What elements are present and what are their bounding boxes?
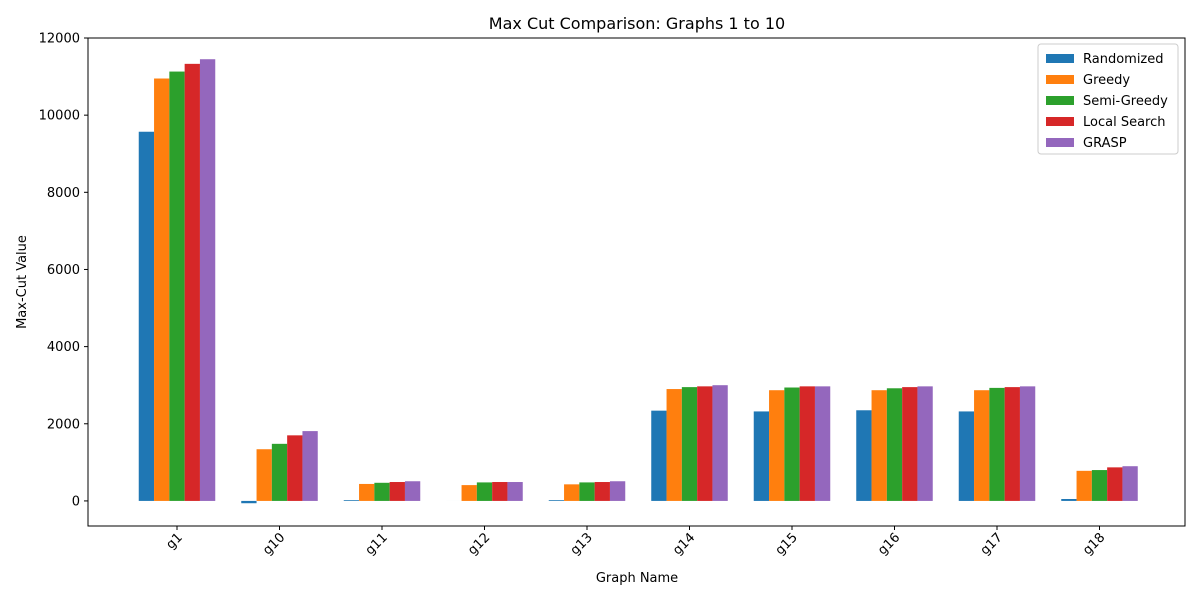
bar-semi-greedy-g14: [681, 387, 698, 501]
legend-swatch-grasp: [1046, 138, 1074, 147]
legend-swatch-randomized: [1046, 54, 1074, 63]
bar-greedy-g15: [769, 390, 785, 501]
legend-box: [1037, 43, 1179, 155]
bar-grasp-g11: [404, 481, 421, 501]
x-tick-label-g16: g16: [875, 530, 903, 558]
bar-grasp-g18: [1122, 466, 1138, 501]
bar-randomized-g17: [958, 411, 975, 501]
bar-semi-greedy-g18: [1091, 470, 1108, 501]
legend-label-semi-greedy: Semi-Greedy: [1083, 94, 1168, 109]
x-tick-label-g14: g14: [670, 530, 698, 558]
bar-greedy-g10: [256, 449, 272, 501]
x-tick-label-g11: g11: [363, 530, 391, 558]
legend-label-grasp: GRASP: [1083, 136, 1127, 151]
bar-semi-greedy-g10: [271, 443, 288, 501]
bar-semi-greedy-g17: [989, 387, 1005, 501]
bar-randomized-g13: [548, 500, 565, 501]
legend-label-greedy: Greedy: [1083, 73, 1130, 88]
bar-randomized-g10: [241, 500, 257, 504]
y-tick-label-2000: 2000: [47, 417, 80, 432]
bar-local-search-g11: [389, 482, 405, 501]
bar-randomized-g1: [138, 131, 155, 501]
y-tick-label-4000: 4000: [47, 340, 80, 355]
y-tick-label-10000: 10000: [39, 109, 80, 124]
y-tick-label-12000: 12000: [39, 32, 80, 47]
bar-grasp-g12: [507, 482, 523, 501]
plot-area: [87, 37, 1186, 527]
x-tick-label-g13: g13: [568, 530, 596, 558]
bar-semi-greedy-g15: [784, 387, 800, 501]
bar-local-search-g18: [1107, 467, 1123, 501]
bar-grasp-g13: [609, 481, 626, 501]
bar-local-search-g12: [492, 482, 508, 501]
plot-frame: [87, 37, 1186, 527]
bar-semi-greedy-g16: [886, 388, 903, 501]
bar-local-search-g1: [184, 63, 200, 501]
bar-local-search-g16: [902, 387, 918, 501]
bar-randomized-g15: [753, 411, 770, 501]
bar-greedy-g1: [154, 78, 170, 501]
legend: Randomized Greedy Semi-Greedy Local Search G…: [1037, 43, 1179, 155]
bar-semi-greedy-g12: [476, 482, 493, 501]
y-tick-label-6000: 6000: [47, 263, 80, 278]
bar-semi-greedy-g13: [579, 482, 595, 501]
y-tick-label-8000: 8000: [47, 186, 80, 201]
bar-semi-greedy-g1: [169, 71, 185, 501]
legend-swatch-greedy: [1046, 75, 1074, 84]
bar-greedy-g18: [1076, 470, 1092, 501]
x-tick-label-g12: g12: [465, 530, 493, 558]
x-tick-label-g1: g1: [164, 530, 186, 552]
bar-randomized-g14: [651, 410, 667, 501]
x-tick-label-g10: g10: [260, 530, 288, 558]
x-tick-label-g18: g18: [1080, 530, 1108, 558]
bar-grasp-g1: [199, 59, 216, 501]
bar-greedy-g16: [871, 390, 887, 501]
bar-grasp-g10: [302, 431, 318, 501]
x-axis: g1 g10 g11 g12 g13 g14 g15 g16 g17 g18: [164, 526, 1108, 558]
x-tick-label-g17: g17: [978, 530, 1006, 558]
chart-title: Max Cut Comparison: Graphs 1 to 10: [489, 14, 785, 33]
bar-semi-greedy-g11: [374, 482, 390, 501]
bar-greedy-g14: [666, 389, 682, 501]
bar-greedy-g11: [359, 483, 375, 501]
bar-local-search-g15: [799, 386, 815, 501]
legend-label-local-search: Local Search: [1083, 115, 1166, 130]
y-axis-label: Max-Cut Value: [15, 235, 30, 329]
bar-grasp-g17: [1019, 386, 1036, 501]
bar-randomized-g16: [856, 410, 872, 501]
bar-local-search-g13: [594, 482, 610, 501]
bar-local-search-g14: [697, 386, 713, 501]
legend-label-randomized: Randomized: [1083, 52, 1164, 67]
y-axis: 0 2000 4000 6000 8000 10000 12000: [39, 32, 88, 509]
x-tick-label-g15: g15: [773, 530, 801, 558]
bar-grasp-g16: [917, 386, 933, 501]
bar-local-search-g17: [1004, 387, 1020, 501]
x-axis-label: Graph Name: [596, 571, 678, 586]
bar-grasp-g14: [712, 385, 728, 501]
legend-swatch-semi-greedy: [1046, 96, 1074, 105]
bar-randomized-g11: [343, 500, 360, 501]
bar-greedy-g13: [564, 484, 580, 501]
bar-local-search-g10: [287, 435, 303, 501]
bar-greedy-g12: [461, 485, 477, 501]
legend-swatch-local-search: [1046, 117, 1074, 126]
y-tick-label-0: 0: [72, 494, 80, 509]
bar-grasp-g15: [814, 386, 831, 501]
bar-randomized-g18: [1061, 499, 1077, 501]
bar-greedy-g17: [974, 390, 990, 501]
